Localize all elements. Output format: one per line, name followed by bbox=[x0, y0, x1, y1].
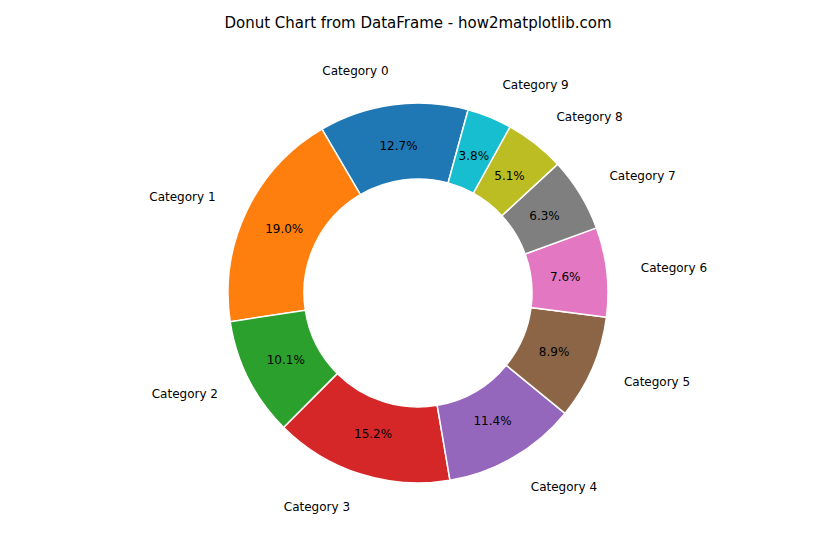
svg-text:Category 2: Category 2 bbox=[152, 387, 218, 401]
svg-text:10.1%: 10.1% bbox=[267, 353, 305, 367]
svg-text:6.3%: 6.3% bbox=[529, 209, 560, 223]
svg-text:Category 0: Category 0 bbox=[322, 64, 388, 78]
svg-text:Category 9: Category 9 bbox=[502, 78, 568, 92]
svg-text:Category 8: Category 8 bbox=[556, 110, 622, 124]
svg-text:Category 6: Category 6 bbox=[641, 261, 707, 275]
svg-text:19.0%: 19.0% bbox=[265, 222, 303, 236]
svg-text:Category 4: Category 4 bbox=[531, 480, 597, 494]
svg-text:15.2%: 15.2% bbox=[354, 427, 392, 441]
svg-text:Category 3: Category 3 bbox=[284, 500, 350, 514]
svg-text:12.7%: 12.7% bbox=[379, 139, 417, 153]
svg-text:5.1%: 5.1% bbox=[494, 169, 525, 183]
svg-text:3.8%: 3.8% bbox=[459, 149, 490, 163]
html-text:Donut Chart from DataFrame - h: Donut Chart from DataFrame - how2matplot… bbox=[224, 14, 612, 32]
svg-text:8.9%: 8.9% bbox=[539, 345, 570, 359]
svg-text:Category 1: Category 1 bbox=[149, 190, 215, 204]
svg-text:Category 5: Category 5 bbox=[624, 375, 690, 389]
svg-text:Category 7: Category 7 bbox=[609, 169, 675, 183]
svg-text:7.6%: 7.6% bbox=[550, 270, 581, 284]
svg-text:11.4%: 11.4% bbox=[473, 414, 511, 428]
